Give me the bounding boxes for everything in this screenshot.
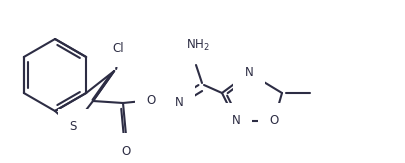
- Text: NH$_2$: NH$_2$: [185, 38, 209, 53]
- Text: N: N: [244, 67, 253, 80]
- Text: Cl: Cl: [112, 42, 124, 55]
- Text: N: N: [231, 114, 240, 127]
- Text: O: O: [146, 95, 155, 108]
- Text: O: O: [269, 114, 278, 127]
- Text: N: N: [174, 96, 183, 110]
- Text: O: O: [121, 145, 130, 158]
- Text: S: S: [69, 120, 77, 133]
